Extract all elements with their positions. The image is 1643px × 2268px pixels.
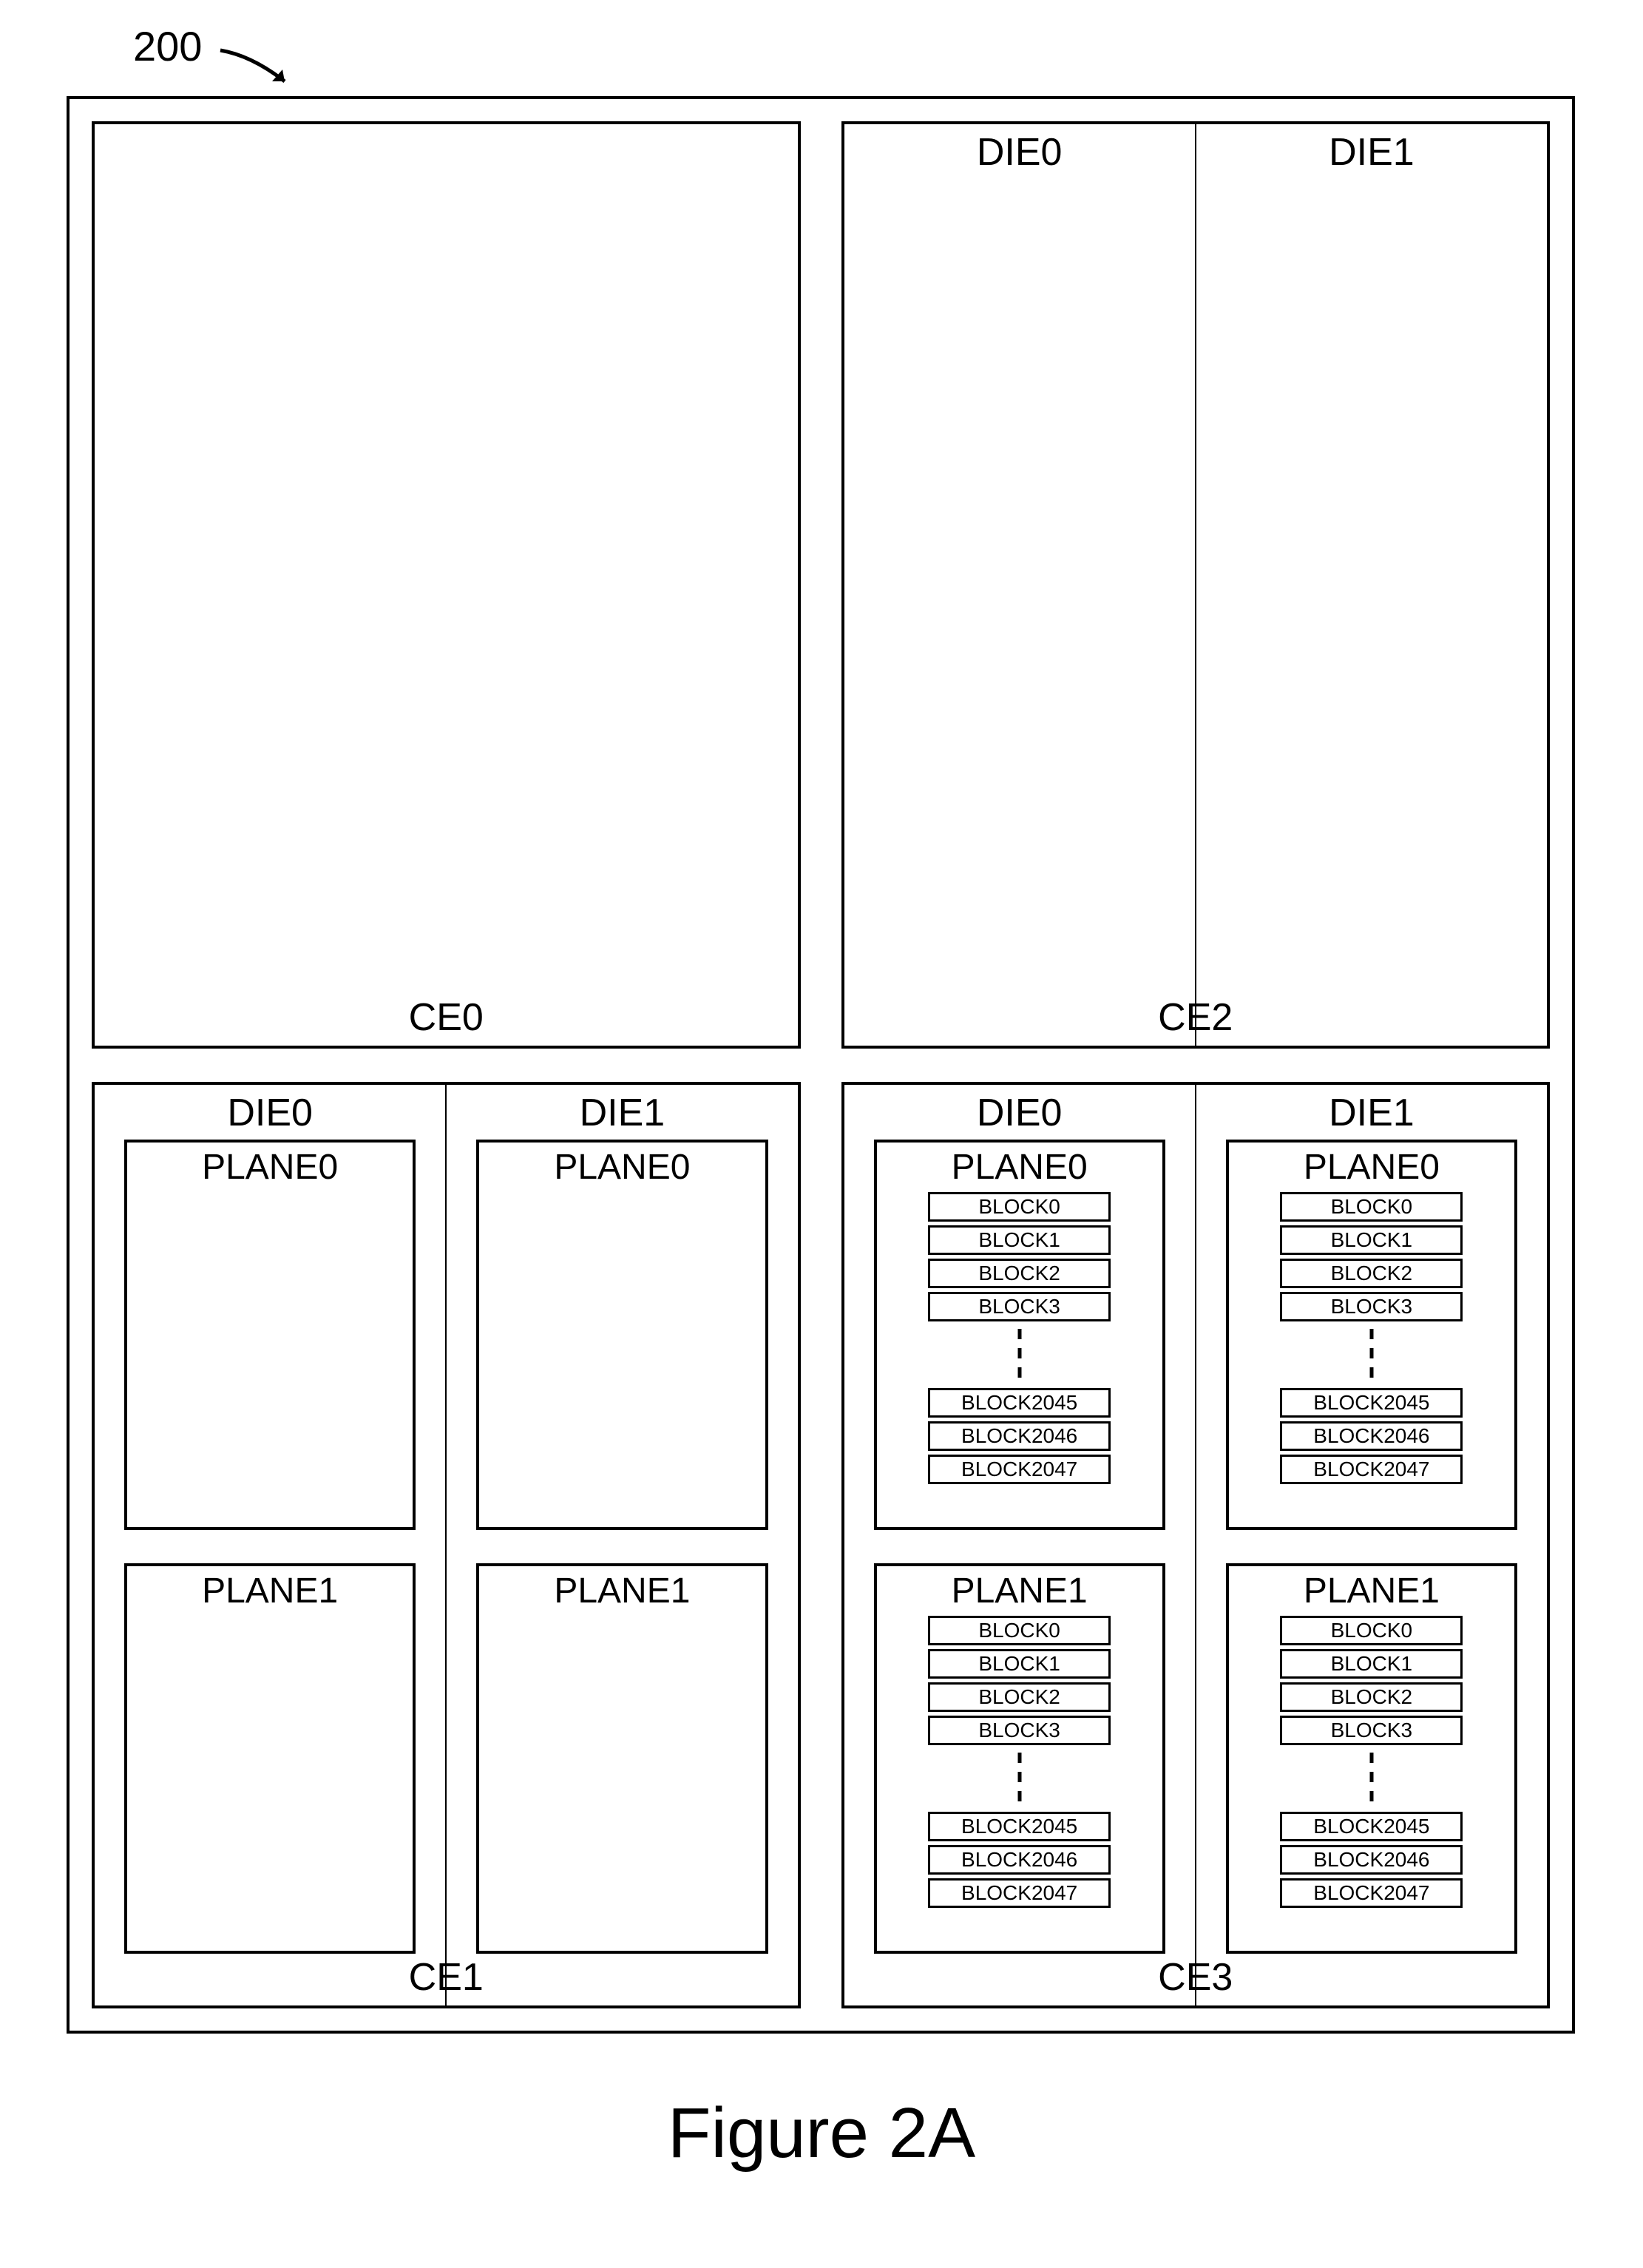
block-item: BLOCK2046 — [928, 1421, 1111, 1451]
block-item: BLOCK2047 — [1280, 1878, 1463, 1908]
block-item: BLOCK2045 — [1280, 1812, 1463, 1841]
plane-stack: PLANE0 PLANE1 — [447, 1135, 797, 2006]
block-item: BLOCK0 — [1280, 1616, 1463, 1645]
ce-label: CE1 — [409, 1955, 484, 2000]
plane-label: PLANE1 — [1304, 1566, 1440, 1611]
block-item: BLOCK2 — [928, 1259, 1111, 1288]
block-item: BLOCK3 — [1280, 1716, 1463, 1745]
ce-label: CE0 — [409, 995, 484, 1040]
plane-label: PLANE1 — [554, 1566, 690, 1611]
block-item: BLOCK2047 — [928, 1455, 1111, 1484]
die-label: DIE1 — [1196, 124, 1547, 175]
die-label: DIE1 — [1196, 1085, 1547, 1135]
plane-box: PLANE1 BLOCK0 BLOCK1BLOCK2 BLOCK3 BLOCK2045… — [1226, 1563, 1517, 1954]
die-label: DIE0 — [844, 1085, 1195, 1135]
ce-box-ce3: DIE0 PLANE0 BLOCK0BLOCK1BLOCK2BLOCK3BLOC… — [841, 1082, 1551, 2009]
block-item: BLOCK1 — [1280, 1649, 1463, 1679]
plane-box: PLANE0 — [476, 1140, 768, 1530]
die-label: DIE0 — [95, 1085, 445, 1135]
plane-stack: PLANE0 BLOCK0BLOCK1BLOCK2BLOCK3BLOCK2045… — [1196, 1135, 1547, 2006]
reference-number: 200 — [133, 22, 202, 70]
ellipsis-icon — [1016, 1749, 1023, 1812]
ce-box-ce2: DIE0 DIE1 CE2 — [841, 121, 1551, 1049]
ce-label: CE2 — [1158, 995, 1233, 1040]
die-column: DIE0 — [844, 124, 1195, 1046]
block-item: BLOCK0 — [928, 1192, 1111, 1222]
plane-box: PLANE1 — [476, 1563, 768, 1954]
block-item: BLOCK2046 — [928, 1845, 1111, 1875]
block-list: BLOCK0 BLOCK1BLOCK2 BLOCK3 BLOCK2045 BLOCK20… — [1229, 1611, 1514, 1919]
die-column: DIE0 PLANE0 BLOCK0BLOCK1BLOCK2BLOCK3BLOC… — [844, 1085, 1195, 2006]
figure-page: 200 CE0 DIE0 DIE1 CE2 — [0, 0, 1643, 2268]
ellipsis-icon — [1368, 1325, 1375, 1388]
plane-box: PLANE0 — [124, 1140, 416, 1530]
die-column: DIE1 PLANE0 BLOCK0BLOCK1BLOCK2BLOCK3BLOC… — [1196, 1085, 1547, 2006]
plane-label: PLANE0 — [554, 1143, 690, 1188]
reference-arrow-icon — [214, 44, 303, 96]
block-item: BLOCK1 — [928, 1649, 1111, 1679]
ce-grid: CE0 DIE0 DIE1 CE2 DIE0 PLA — [92, 121, 1550, 2008]
figure-caption: Figure 2A — [0, 2093, 1643, 2174]
die-column: DIE1 — [1196, 124, 1547, 1046]
block-list: BLOCK0 BLOCK1BLOCK2 BLOCK3 BLOCK2045 BLOCK20… — [877, 1611, 1162, 1919]
die-label: DIE0 — [844, 124, 1195, 175]
block-item: BLOCK2045 — [928, 1388, 1111, 1418]
block-item: BLOCK3 — [928, 1716, 1111, 1745]
plane-box: PLANE1 — [124, 1563, 416, 1954]
die-column: DIE1 PLANE0 PLANE1 — [447, 1085, 797, 2006]
block-item: BLOCK1 — [1280, 1225, 1463, 1255]
memory-array-outline: CE0 DIE0 DIE1 CE2 DIE0 PLA — [67, 96, 1575, 2034]
block-item: BLOCK2 — [928, 1682, 1111, 1712]
block-item: BLOCK3 — [1280, 1292, 1463, 1321]
plane-label: PLANE0 — [1304, 1143, 1440, 1188]
block-item: BLOCK2045 — [1280, 1388, 1463, 1418]
die-column: DIE0 PLANE0 PLANE1 — [95, 1085, 445, 2006]
plane-label: PLANE0 — [952, 1143, 1088, 1188]
ce-box-ce0: CE0 — [92, 121, 801, 1049]
block-item: BLOCK0 — [1280, 1192, 1463, 1222]
ellipsis-icon — [1016, 1325, 1023, 1388]
ellipsis-icon — [1368, 1749, 1375, 1812]
ce-box-ce1: DIE0 PLANE0 PLANE1 DIE1 — [92, 1082, 801, 2009]
plane-stack: PLANE0 BLOCK0BLOCK1BLOCK2BLOCK3BLOCK2045… — [844, 1135, 1195, 2006]
block-list: BLOCK0BLOCK1BLOCK2BLOCK3BLOCK2045BLOCK20… — [877, 1188, 1162, 1495]
plane-stack: PLANE0 PLANE1 — [95, 1135, 445, 2006]
plane-box: PLANE1 BLOCK0 BLOCK1BLOCK2 BLOCK3 BLOCK2045… — [874, 1563, 1165, 1954]
plane-box: PLANE0 BLOCK0BLOCK1 BLOCK2 BLOCK3 BLOCK2045… — [1226, 1140, 1517, 1530]
block-item: BLOCK2046 — [1280, 1845, 1463, 1875]
block-item: BLOCK2047 — [928, 1878, 1111, 1908]
block-item: BLOCK3 — [928, 1292, 1111, 1321]
die-label: DIE1 — [447, 1085, 797, 1135]
block-item: BLOCK1 — [928, 1225, 1111, 1255]
plane-label: PLANE1 — [202, 1566, 338, 1611]
block-list: BLOCK0BLOCK1BLOCK2BLOCK3BLOCK2045BLOCK20… — [1229, 1188, 1514, 1495]
plane-label: PLANE1 — [952, 1566, 1088, 1611]
block-item: BLOCK0 — [928, 1616, 1111, 1645]
block-item: BLOCK2046 — [1280, 1421, 1463, 1451]
block-item: BLOCK2 — [1280, 1682, 1463, 1712]
ce-label: CE3 — [1158, 1955, 1233, 2000]
block-item: BLOCK2 — [1280, 1259, 1463, 1288]
plane-box: PLANE0 BLOCK0BLOCK1 BLOCK2 BLOCK3 BLOCK2045… — [874, 1140, 1165, 1530]
block-item: BLOCK2047 — [1280, 1455, 1463, 1484]
block-item: BLOCK2045 — [928, 1812, 1111, 1841]
plane-label: PLANE0 — [202, 1143, 338, 1188]
